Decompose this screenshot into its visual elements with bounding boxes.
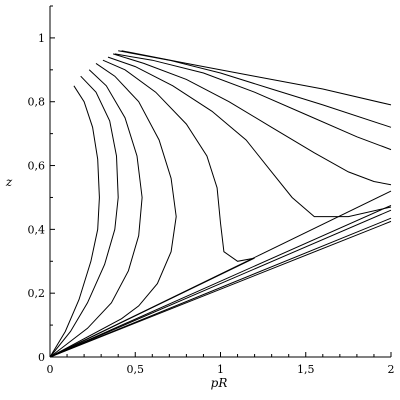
y-tick-label: 0 — [38, 351, 45, 364]
y-tick-label: 0,2 — [28, 287, 46, 300]
x-tick-label: 0 — [47, 363, 54, 376]
x-tick-label: 2 — [388, 363, 395, 376]
x-tick-label: 1 — [217, 363, 224, 376]
x-tick-label: 1,5 — [297, 363, 315, 376]
series-line-6 — [107, 56, 392, 218]
curves-group — [49, 50, 392, 358]
series-line-8 — [114, 53, 392, 151]
ticks-group: 0 0,5 1 1,5 2 0 0,2 0,4 0,6 0,8 1 — [28, 5, 395, 376]
series-line-5 — [49, 59, 255, 358]
y-tick-label: 0,8 — [28, 96, 46, 109]
series-line-12 — [49, 204, 392, 358]
series-line-11 — [49, 190, 392, 358]
series-line-13 — [49, 209, 392, 358]
series-line-3 — [49, 69, 143, 358]
x-tick-label: 0,5 — [127, 363, 145, 376]
x-axis-label: pR — [211, 376, 228, 390]
y-tick-label: 0,6 — [28, 160, 46, 173]
series-line-1 — [49, 85, 100, 358]
series-line-10 — [121, 50, 392, 106]
series-line-4 — [49, 62, 177, 358]
axes-group — [49, 6, 391, 358]
y-axis-label: z — [5, 175, 13, 189]
series-line-2 — [49, 75, 119, 358]
series-line-7 — [112, 53, 392, 186]
series-line-15 — [49, 220, 392, 358]
y-tick-label: 0,4 — [28, 223, 46, 236]
y-tick-label: 1 — [38, 32, 45, 45]
